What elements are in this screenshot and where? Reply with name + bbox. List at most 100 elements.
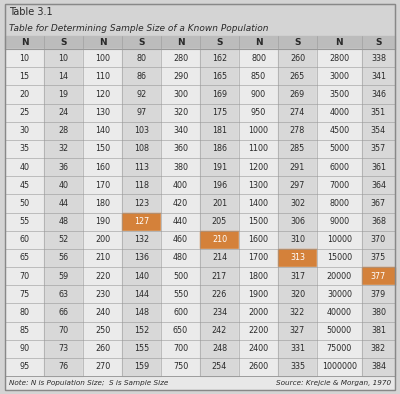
Bar — [122, 322, 161, 340]
Text: 384: 384 — [371, 362, 386, 372]
Bar — [239, 67, 278, 85]
Bar — [200, 85, 239, 104]
Text: 2200: 2200 — [248, 326, 269, 335]
Bar — [161, 212, 200, 230]
Text: 306: 306 — [290, 217, 305, 226]
Text: 152: 152 — [134, 326, 149, 335]
Bar — [44, 358, 83, 376]
Bar — [278, 140, 317, 158]
Text: 351: 351 — [371, 108, 386, 117]
Bar — [362, 85, 395, 104]
Text: 322: 322 — [290, 308, 305, 317]
Bar — [317, 122, 362, 140]
Text: S: S — [216, 38, 223, 47]
Text: S: S — [375, 38, 382, 47]
Text: Note: N is Population Size;  S is Sample Size: Note: N is Population Size; S is Sample … — [9, 380, 168, 386]
Text: 110: 110 — [95, 72, 110, 81]
Bar — [278, 176, 317, 194]
Bar — [161, 176, 200, 194]
Text: 20000: 20000 — [327, 271, 352, 281]
Text: 357: 357 — [371, 145, 386, 153]
Bar — [239, 85, 278, 104]
Text: 377: 377 — [371, 271, 386, 281]
Bar — [161, 230, 200, 249]
Bar — [200, 176, 239, 194]
Bar — [5, 122, 44, 140]
Bar — [239, 303, 278, 322]
Bar — [239, 322, 278, 340]
Bar — [317, 249, 362, 267]
Text: 63: 63 — [58, 290, 68, 299]
Text: 1600: 1600 — [248, 235, 268, 244]
Text: 260: 260 — [290, 54, 305, 63]
Bar — [161, 122, 200, 140]
Text: 5000: 5000 — [329, 145, 350, 153]
Bar — [362, 158, 395, 176]
Bar — [161, 104, 200, 122]
Text: 70: 70 — [20, 271, 30, 281]
Text: 400: 400 — [173, 181, 188, 190]
Text: 368: 368 — [371, 217, 386, 226]
Text: 113: 113 — [134, 163, 149, 171]
Text: 52: 52 — [58, 235, 69, 244]
Bar — [83, 230, 122, 249]
Text: 20: 20 — [20, 90, 30, 99]
Text: 1100: 1100 — [248, 145, 268, 153]
Bar — [362, 358, 395, 376]
Text: 3000: 3000 — [330, 72, 350, 81]
Text: 10: 10 — [20, 54, 30, 63]
Text: 278: 278 — [290, 126, 305, 135]
Text: 14: 14 — [58, 72, 68, 81]
Bar — [44, 158, 83, 176]
Bar — [122, 285, 161, 303]
Text: 44: 44 — [58, 199, 68, 208]
Text: 375: 375 — [371, 253, 386, 262]
Bar — [278, 230, 317, 249]
Bar — [317, 85, 362, 104]
Text: 341: 341 — [371, 72, 386, 81]
Text: 269: 269 — [290, 90, 305, 99]
Bar — [200, 249, 239, 267]
Text: Source: Krejcie & Morgan, 1970: Source: Krejcie & Morgan, 1970 — [276, 380, 391, 386]
Text: S: S — [294, 38, 301, 47]
Bar — [317, 194, 362, 212]
Bar — [122, 104, 161, 122]
Text: 118: 118 — [134, 181, 149, 190]
Bar — [83, 285, 122, 303]
Bar — [317, 212, 362, 230]
Text: 2600: 2600 — [248, 362, 268, 372]
Text: 181: 181 — [212, 126, 227, 135]
Text: 85: 85 — [20, 326, 30, 335]
Bar — [200, 49, 239, 67]
Text: 30000: 30000 — [327, 290, 352, 299]
Bar — [44, 340, 83, 358]
Text: Table for Determining Sample Size of a Known Population: Table for Determining Sample Size of a K… — [9, 24, 268, 32]
Text: 700: 700 — [173, 344, 188, 353]
Text: 10: 10 — [58, 54, 68, 63]
Text: 75000: 75000 — [327, 344, 352, 353]
Bar — [44, 67, 83, 85]
Bar — [317, 140, 362, 158]
Text: 4500: 4500 — [329, 126, 350, 135]
Bar — [317, 285, 362, 303]
Text: 317: 317 — [290, 271, 305, 281]
Text: 300: 300 — [173, 90, 188, 99]
Text: 327: 327 — [290, 326, 305, 335]
Bar — [122, 67, 161, 85]
Text: N: N — [99, 38, 106, 47]
Text: 420: 420 — [173, 199, 188, 208]
Text: N: N — [336, 38, 343, 47]
Bar — [5, 285, 44, 303]
Text: 217: 217 — [212, 271, 227, 281]
Text: 379: 379 — [371, 290, 386, 299]
Bar — [161, 322, 200, 340]
Text: 73: 73 — [58, 344, 68, 353]
Text: 370: 370 — [371, 235, 386, 244]
Bar — [200, 122, 239, 140]
Text: 254: 254 — [212, 362, 227, 372]
Text: 302: 302 — [290, 199, 305, 208]
Text: 8000: 8000 — [330, 199, 350, 208]
Text: Table 3.1: Table 3.1 — [9, 7, 53, 17]
Text: 600: 600 — [173, 308, 188, 317]
Bar — [200, 104, 239, 122]
